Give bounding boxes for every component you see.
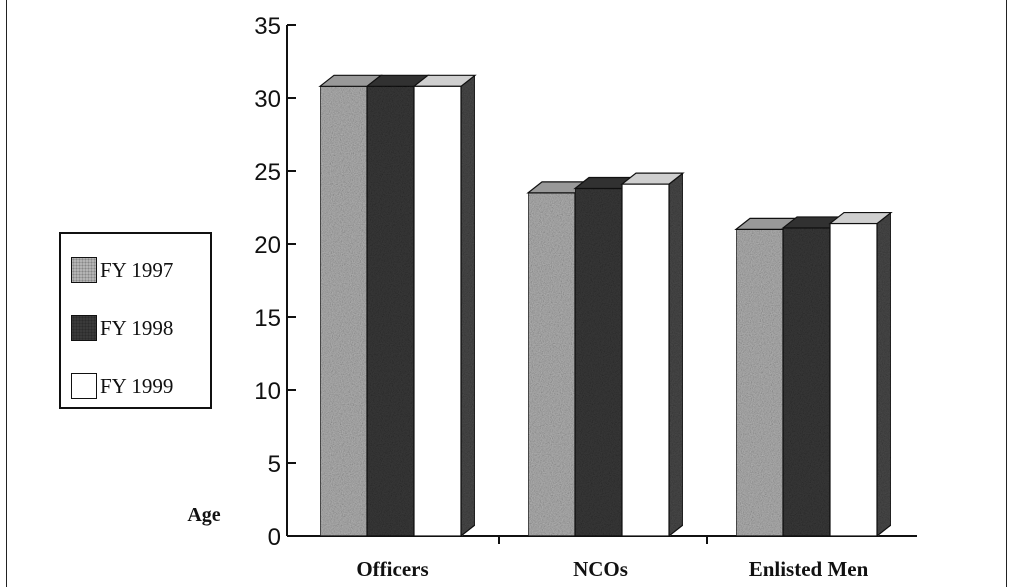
chart-frame: 0 5 10 15 20 25 30 35 Officers NCOs Enlisted Men Ag… [6,0,1007,587]
legend: FY 1997 FY 1998 FY 1999 [59,232,212,409]
y-tick-label: 15 [254,305,281,332]
bars [318,74,893,538]
x-category-label: Officers [356,557,428,581]
legend-item-fy1999: FY 1999 [71,372,173,400]
y-tick-label: 10 [254,378,281,405]
y-tick-label: 35 [254,13,281,40]
y-tick-label: 25 [254,159,281,186]
y-axis-label: Age [187,504,220,526]
legend-label-fy1999: FY 1999 [100,373,174,398]
legend-label-fy1998: FY 1998 [100,315,174,340]
y-tick-label: 5 [268,451,281,478]
legend-item-fy1998: FY 1998 [71,314,173,342]
x-category-label: NCOs [573,557,628,581]
bar-enlisted-men-fy-1999 [828,211,893,538]
legend-swatch-fy1999 [71,373,97,399]
legend-label-fy1997: FY 1997 [100,257,174,282]
y-tick-label: 30 [254,86,281,113]
y-tick-label: 20 [254,232,281,259]
bar-ncos-fy-1999 [620,171,685,538]
labels: 0 5 10 15 20 25 30 35 Officers NCOs Enlisted Men Ag… [187,13,868,581]
bar-chart: 0 5 10 15 20 25 30 35 Officers NCOs Enlisted Men Ag… [187,13,917,581]
bar-officers-fy-1999 [412,74,477,538]
y-tick-label: 0 [268,524,281,551]
legend-swatch-fy1998 [71,315,97,341]
legend-swatch-fy1997 [71,257,97,283]
x-category-label: Enlisted Men [749,557,869,581]
legend-item-fy1997: FY 1997 [71,256,173,284]
